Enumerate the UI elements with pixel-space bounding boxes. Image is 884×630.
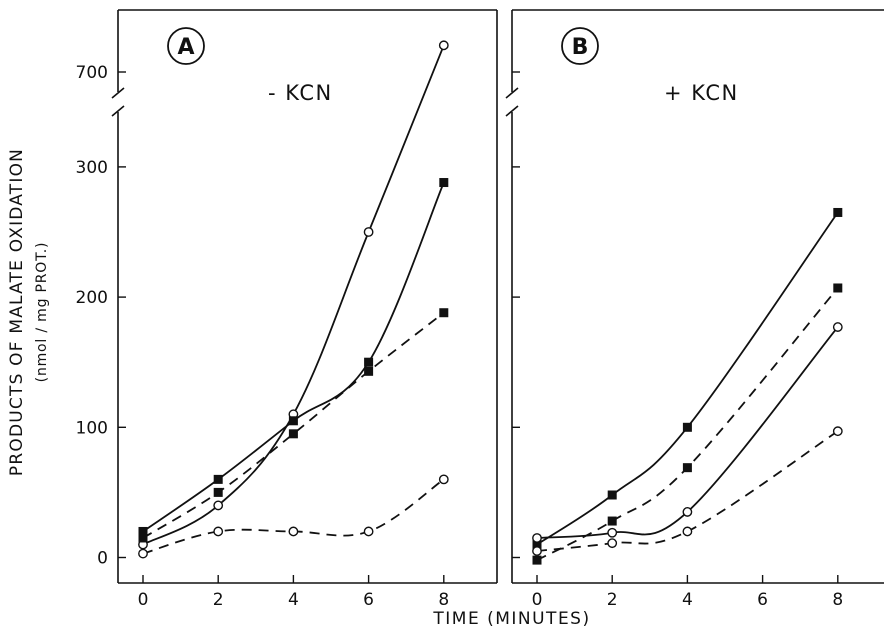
data-point-circle xyxy=(363,227,374,237)
data-point-square xyxy=(833,283,843,293)
axis-break-mark xyxy=(111,105,125,117)
data-point-square xyxy=(288,429,298,439)
x-tick-label: 2 xyxy=(607,590,618,610)
data-point-square xyxy=(288,416,298,426)
x-tick-label: 4 xyxy=(288,590,299,610)
data-point-square xyxy=(682,422,692,432)
data-point-circle xyxy=(438,474,449,485)
data-point-circle xyxy=(138,548,148,559)
panel-badge-circle xyxy=(167,27,205,65)
data-point-circle xyxy=(213,500,224,511)
x-tick-label: 4 xyxy=(682,590,693,610)
data-point-square xyxy=(607,490,617,500)
data-point-circle xyxy=(607,527,618,538)
data-point-square xyxy=(682,463,692,473)
x-axis-label: TIME (MINUTES) xyxy=(432,609,590,629)
data-point-circle xyxy=(832,322,843,332)
data-point-square xyxy=(138,526,148,536)
y-tick-label: 0 xyxy=(97,549,108,569)
axis-break-mark xyxy=(505,87,519,99)
panel-badge-circle xyxy=(561,27,599,65)
x-tick-label: 8 xyxy=(438,590,449,610)
data-point-circle xyxy=(363,526,374,537)
y-tick-label: 300 xyxy=(76,158,108,178)
x-tick-label: 8 xyxy=(832,590,843,610)
data-point-square xyxy=(532,555,542,565)
data-point-square xyxy=(364,357,374,367)
data-point-circle xyxy=(682,507,693,517)
series-line xyxy=(142,44,445,546)
panel-a: 0 100 200 300 700 0 2 4 6 8 A - KCN xyxy=(76,9,498,610)
y-tick-label: 100 xyxy=(76,418,108,438)
x-tick-label: 2 xyxy=(213,590,224,610)
data-point-square xyxy=(213,474,223,484)
kcn-annotation: - KCN xyxy=(268,81,333,105)
data-point-circle xyxy=(832,426,843,437)
panel-b: 0 2 4 6 8 B + KCN xyxy=(505,9,884,610)
data-point-circle xyxy=(682,526,693,537)
series-line xyxy=(142,182,445,533)
x-tick-label: 0 xyxy=(532,590,543,610)
data-point-square xyxy=(364,366,374,376)
data-point-circle xyxy=(532,546,542,556)
data-point-square xyxy=(439,178,449,188)
series-line xyxy=(536,211,839,546)
data-point-square xyxy=(532,539,542,549)
data-point-circle xyxy=(438,40,449,51)
series-line xyxy=(142,312,445,539)
data-point-circle xyxy=(532,533,542,543)
y-tick-label: 700 xyxy=(76,63,108,83)
y-axis-label-group: PRODUCTS OF MALATE OXIDATION (nmol / mg … xyxy=(7,148,50,476)
panel-badge-label: B xyxy=(572,35,589,60)
x-tick-label: 0 xyxy=(138,590,149,610)
y-axis-unit-label: (nmol / mg PROT.) xyxy=(34,242,50,383)
axis-break-mark xyxy=(505,105,519,117)
series-line xyxy=(536,430,839,552)
x-tick-label: 6 xyxy=(363,590,374,610)
data-point-square xyxy=(213,487,223,497)
data-point-square xyxy=(607,516,617,526)
x-tick-label: 6 xyxy=(757,590,768,610)
panel-badge-label: A xyxy=(177,35,194,60)
kcn-annotation: + KCN xyxy=(664,81,739,105)
data-point-square xyxy=(138,533,148,543)
data-point-circle xyxy=(213,526,224,537)
data-point-circle xyxy=(607,538,618,549)
data-point-circle xyxy=(288,526,299,537)
y-tick-label: 200 xyxy=(76,288,108,308)
data-point-square xyxy=(439,308,449,318)
axis-break-mark xyxy=(111,87,125,99)
series-line xyxy=(142,478,445,555)
series-line xyxy=(536,326,839,539)
data-point-square xyxy=(833,207,843,217)
y-axis-label: PRODUCTS OF MALATE OXIDATION xyxy=(7,148,27,476)
